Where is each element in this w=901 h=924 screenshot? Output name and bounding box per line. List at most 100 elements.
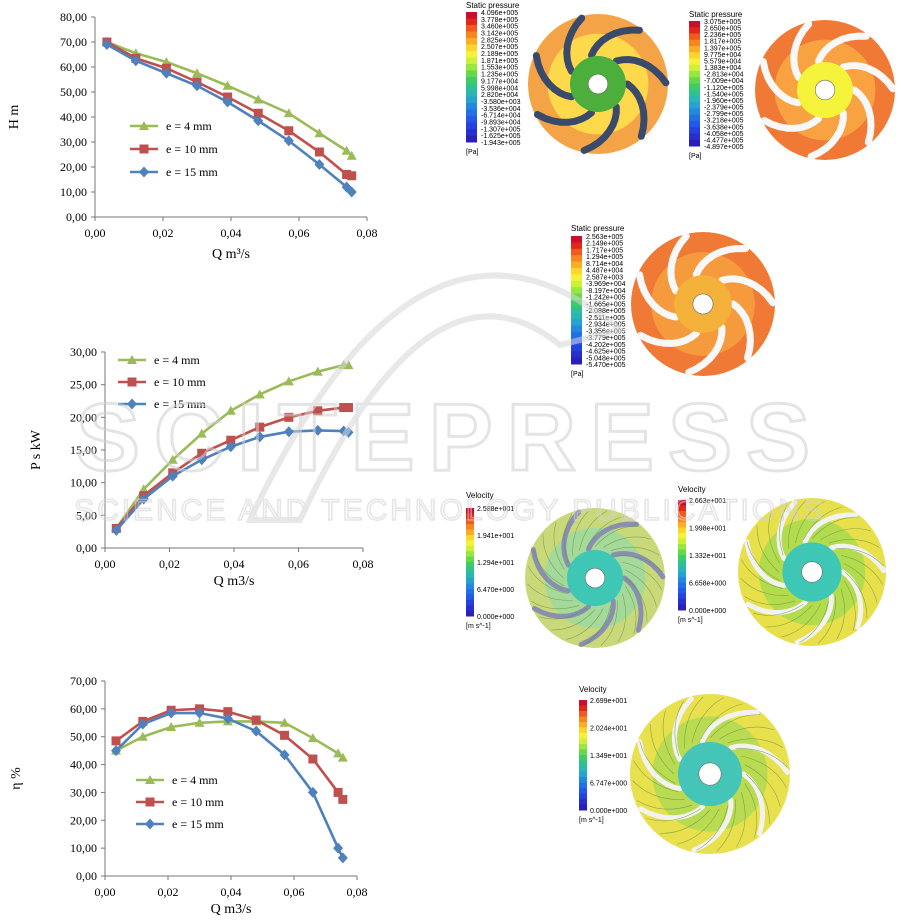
colorbar-segment [466,567,474,574]
colorbar-label: 1.817e+005 [704,39,741,46]
y-tick-label: 20,00 [60,160,87,174]
legend-label: e = 4 mm [154,353,200,367]
colorbar-segment [466,578,474,585]
colorbar-label: -1.307e+005 [481,126,521,133]
legend-label: e = 15 mm [154,397,206,411]
colorbar-label: 2.650e+005 [704,26,741,33]
streamline [660,809,711,834]
colorbar-segment [466,599,474,606]
colorbar-segment [678,538,686,545]
colorbar-segment [466,556,474,563]
colorbar-segment [466,18,477,26]
data-point [337,752,348,762]
y-tick-label: 50,00 [60,85,87,99]
colorbar-label: 2.663e+001 [689,498,726,505]
legend-marker [139,144,149,154]
series-line [115,406,349,530]
data-point [223,707,233,717]
colorbar-segment [579,804,587,811]
colorbar-segment [571,236,582,243]
impeller-blade [802,512,859,545]
colorbar-segment [571,274,582,282]
data-point [280,730,290,740]
data-point [194,717,205,727]
data-point [222,96,233,108]
colorbar-label: 9.775e+004 [704,52,741,59]
colorbar-segment [466,513,474,520]
streamline [639,741,676,784]
streamline [799,600,829,643]
impeller-blade [621,575,644,633]
data-point [138,484,149,494]
colorbar-label: 5.579e+004 [704,58,741,65]
colorbar-unit: [m s^-1] [466,623,491,630]
streamline [744,764,781,807]
legend-label: e = 10 mm [172,795,224,809]
colorbar-segment [466,64,477,71]
colorbar-title: Static pressure [466,1,520,10]
colorbar-label: -1.960e+005 [704,98,744,105]
colorbar-label: 3.142e+005 [481,31,518,38]
streamline [542,534,564,579]
streamline [811,516,859,539]
colorbar-label: -1.540e+005 [704,91,744,98]
colorbar-segment [579,733,587,739]
legend-label: e = 10 mm [166,142,218,156]
y-tick-label: 15,00 [70,443,97,457]
colorbar-segment [689,121,700,128]
colorbar-segment [571,351,582,359]
colorbar-label: -3.218e+005 [704,118,744,125]
colorbar-title: Velocity [466,491,494,500]
impeller-shaft-hole [698,762,722,786]
legend-label: e = 4 mm [166,119,212,133]
legend-marker [127,398,137,410]
data-point [166,721,177,731]
colorbar-segment [466,96,477,104]
data-point [346,186,357,198]
impeller-shaft-hole [801,561,823,583]
y-axis-label: H m [7,105,22,130]
streamline [617,593,627,643]
colorbar-segment [579,716,587,723]
impeller-blade [637,739,683,792]
colorbar-segment [466,57,477,65]
colorbar-segment [689,58,700,66]
series-line [106,40,353,157]
streamline [527,565,568,595]
colorbar-segment [466,116,477,123]
colorbar-segment [579,744,587,750]
data-point [347,171,357,181]
data-point [101,39,112,50]
legend-marker [127,355,137,364]
colorbar-segment [689,89,700,97]
colorbar-segment [579,705,587,712]
streamline [741,755,787,788]
colorbar-label: -9.893e+004 [481,119,521,126]
colorbar-segment [678,555,686,561]
colorbar-segment [571,293,582,301]
impeller-shaft-hole [814,79,836,101]
streamline [740,577,789,596]
x-tick-label: 0,00 [85,226,106,240]
legend-label: e = 15 mm [166,165,218,179]
efficiency-chart: 0,00 10,00 20,00 30,00 40,00 50,00 60,00 70,00 0… [9,674,368,917]
colorbar-title: Velocity [678,485,706,494]
colorbar-segment [689,52,700,59]
colorbar-label: 6.747e+000 [590,781,627,788]
y-tick-label: 10,00 [70,476,97,490]
y-tick-label: 50,00 [70,730,97,744]
data-point [251,725,262,737]
x-tick-label: 0,06 [288,557,309,571]
colorbar-label: -4.058e+005 [704,131,744,138]
streamline [553,522,565,571]
data-point [253,94,264,104]
data-point [314,147,324,157]
data-point [333,842,344,854]
colorbar-segment [466,540,474,547]
data-point [253,115,264,127]
colorbar-segment [466,605,474,612]
colorbar-label: 1.332e+001 [689,553,726,560]
data-point [111,736,121,746]
y-tick-label: 30,00 [70,785,97,799]
colorbar-segment [466,122,477,130]
